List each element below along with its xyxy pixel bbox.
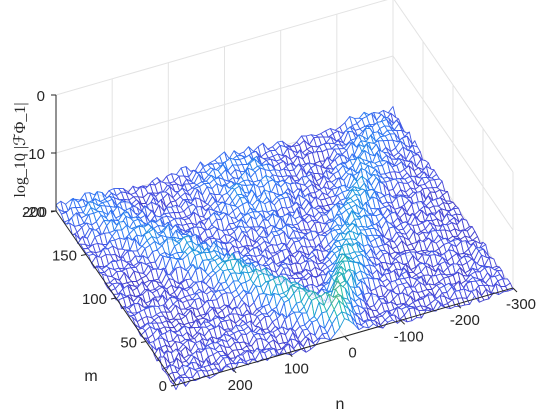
x-tick-mark: [512, 287, 518, 293]
x-tick-mark: [287, 352, 293, 358]
mesh-line: [83, 150, 421, 249]
z-axis-label: log_10 |ℱΦ_1|: [12, 102, 29, 197]
mesh-line: [74, 136, 413, 240]
mesh-line: [61, 116, 399, 215]
mesh-line: [124, 213, 462, 310]
mesh-line: [164, 270, 503, 372]
grid-line: [55, 0, 388, 96]
mesh-line: [77, 140, 415, 244]
x-axis-label: n: [336, 396, 345, 413]
x-tick-label: -300: [506, 296, 536, 313]
mesh-line: [132, 226, 470, 322]
mesh-line: [91, 162, 429, 264]
mesh-line: [64, 119, 402, 223]
x-tick-mark: [344, 336, 349, 341]
x-tick-mark: [400, 319, 406, 325]
mesh-line: [72, 131, 410, 236]
y-axis-label: m: [84, 368, 97, 385]
mesh-line: [148, 244, 486, 344]
mesh-line: [151, 248, 489, 351]
y-tick-mark: [80, 254, 87, 256]
x-tick-label: 0: [348, 345, 356, 362]
mesh-line: [80, 145, 418, 247]
mesh-line: [118, 205, 456, 302]
mesh-line: [175, 289, 514, 390]
mesh-line: [110, 191, 448, 291]
z-tick-label: -10: [23, 146, 45, 163]
y-tick-mark: [110, 297, 117, 300]
z-tick-label: -20: [23, 204, 45, 221]
y-tick-mark: [170, 384, 177, 387]
y-tick-mark: [140, 341, 147, 343]
mesh-line: [162, 266, 500, 370]
y-tick-label: 100: [82, 291, 107, 308]
y-tick-label: 0: [159, 378, 167, 395]
mesh-line: [107, 189, 445, 289]
mesh-line: [134, 226, 473, 329]
x-tick-label: 100: [284, 361, 309, 378]
mesh-line: [58, 113, 396, 213]
mesh-line: [156, 257, 494, 361]
x-tick-mark: [456, 303, 462, 309]
mesh-line: [55, 106, 394, 206]
mesh-line: [140, 236, 478, 336]
y-tick-label: 50: [120, 335, 137, 352]
mesh-line: [159, 266, 497, 363]
mesh-line: [121, 208, 459, 309]
mesh-line: [126, 217, 464, 314]
mesh-line: [94, 166, 432, 269]
mesh-line: [129, 218, 467, 317]
mesh-line: [69, 130, 407, 227]
mesh-line: [66, 123, 405, 225]
mesh-line: [115, 202, 454, 300]
mesh-line: [99, 174, 437, 273]
mesh-line: [167, 274, 505, 376]
tick-labels: 200 100 0 -100 -200 -300 0 50 100 150 200 0 -10 -20: [22, 88, 536, 395]
mesh-line: [143, 240, 481, 339]
y-tick-label: 200: [22, 204, 47, 221]
grid-line: [55, 55, 394, 154]
mesh-line: [137, 231, 475, 330]
mesh-line: [102, 178, 440, 277]
surface-mesh: [55, 106, 514, 390]
mesh-line: [170, 278, 508, 382]
mesh-line: [154, 254, 492, 355]
x-tick-label: -200: [450, 312, 480, 329]
mesh-line: [85, 154, 424, 254]
x-tick-label: 200: [228, 377, 253, 394]
x-tick-mark: [231, 368, 237, 374]
mesh-line: [88, 159, 426, 258]
mesh-line: [96, 169, 435, 270]
x-tick-label: -100: [394, 328, 424, 345]
y-tick-label: 150: [52, 248, 77, 265]
mesh-line: [173, 282, 511, 385]
z-tick-label: 0: [37, 88, 45, 105]
